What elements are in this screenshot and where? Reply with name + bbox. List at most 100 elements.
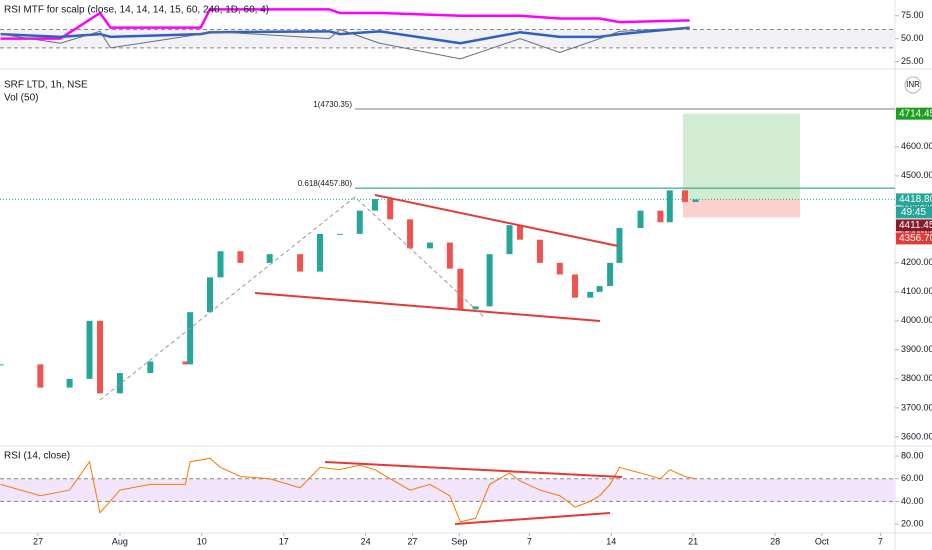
candle — [316, 233, 323, 272]
candle — [237, 251, 244, 263]
candle — [457, 268, 464, 310]
x-tick-label: Oct — [815, 536, 830, 546]
band — [0, 478, 895, 502]
y-tick-label: 25.00 — [901, 56, 924, 66]
y-tick-label: 3700.00 — [901, 402, 932, 412]
y-tick-label: 4500.00 — [901, 170, 932, 180]
fib-drawing — [99, 196, 486, 401]
candle — [207, 277, 214, 313]
candle — [37, 364, 44, 388]
price-label-box — [896, 193, 932, 206]
candle — [681, 190, 688, 202]
candle — [387, 199, 394, 220]
candle — [666, 190, 673, 223]
candle — [692, 199, 699, 202]
price-label-box — [896, 219, 932, 232]
candle — [637, 210, 644, 229]
plot: 25.00 50.00 75.00 3600.00 3700.00 3800.00 3900… — [0, 8, 932, 546]
candle — [506, 225, 513, 255]
candle — [607, 262, 614, 287]
candle — [266, 254, 273, 263]
candle — [66, 378, 73, 388]
series-line — [0, 26, 690, 45]
series-line — [0, 27, 690, 60]
candle — [596, 286, 603, 292]
candle — [556, 262, 563, 275]
series-line — [0, 8, 690, 40]
y-tick-label: 80.00 — [901, 450, 924, 460]
candle — [536, 239, 543, 263]
candle — [587, 291, 594, 298]
x-tick-label: Sep — [451, 536, 467, 546]
y-tick-label: 3800.00 — [901, 373, 932, 383]
series-line — [0, 457, 696, 523]
candle — [572, 274, 579, 298]
candle — [517, 225, 524, 240]
candle — [86, 320, 93, 379]
candle — [446, 242, 453, 269]
x-tick-label: 10 — [197, 536, 207, 546]
candle — [0, 364, 4, 366]
y-tick-label: 3900.00 — [901, 344, 932, 354]
target-zone — [683, 113, 800, 200]
price-label: 4418.80 — [899, 194, 932, 205]
trend-line — [374, 194, 619, 247]
y-tick-label: 60.00 — [901, 473, 924, 483]
rsi-trend-line — [324, 461, 623, 478]
countdown-box — [896, 206, 932, 219]
candle — [217, 251, 224, 278]
x-tick-label: 21 — [688, 536, 698, 546]
candle — [97, 320, 104, 394]
candle — [336, 233, 343, 235]
price-label: 4356.70 — [899, 233, 932, 244]
currency: INR — [906, 80, 920, 89]
symbol-title: SRF LTD, 1h, NSE — [4, 80, 88, 91]
indicator-title: RSI MTF for scalp (close, 14, 14, 14, 15… — [4, 5, 269, 16]
band — [0, 29, 895, 48]
y-tick-label: 75.00 — [901, 10, 924, 20]
rsi-trend-line — [454, 512, 611, 525]
candle — [616, 228, 623, 263]
x-tick-label: 27 — [407, 536, 417, 546]
fib-label: 0.618(4457.80) — [298, 179, 353, 188]
stop-zone — [683, 199, 800, 218]
y-tick-label: 3600.00 — [901, 431, 932, 441]
trend-line — [254, 292, 601, 322]
x-tick-label: 17 — [279, 536, 289, 546]
x-tick-label: Aug — [112, 536, 128, 546]
x-tick-label: 7 — [878, 536, 883, 546]
y-tick-label: 50.00 — [901, 33, 924, 43]
y-tick-label: 4100.00 — [901, 286, 932, 296]
candle — [407, 219, 414, 249]
candle — [147, 361, 154, 374]
y-tick-label: 4600.00 — [901, 141, 932, 151]
currency-badge — [904, 76, 922, 94]
x-tick-label: 7 — [527, 536, 532, 546]
y-tick-label: 4200.00 — [901, 257, 932, 267]
candle — [356, 210, 363, 234]
volume-title: Vol (50) — [4, 93, 38, 104]
price-label-box — [896, 107, 932, 120]
rsi-title: RSI (14, close) — [4, 451, 70, 462]
candle — [187, 312, 194, 365]
candle — [486, 254, 493, 307]
candle — [116, 373, 123, 394]
x-tick-label: 27 — [33, 536, 43, 546]
price-label: 4714.45 — [899, 108, 932, 119]
candle — [426, 242, 433, 249]
y-tick-label: 40.00 — [901, 496, 924, 506]
price-label-box — [896, 232, 932, 245]
y-tick-label: 20.00 — [901, 518, 924, 528]
countdown: 49:45 — [901, 207, 926, 218]
candle — [182, 361, 189, 365]
candle — [297, 254, 304, 272]
price-label: 4411.45 — [899, 220, 932, 231]
x-tick-label: 24 — [361, 536, 371, 546]
candle — [657, 210, 664, 223]
x-tick-label: 28 — [770, 536, 780, 546]
candle — [371, 199, 378, 211]
y-tick-label: 4000.00 — [901, 315, 932, 325]
candle — [472, 306, 479, 310]
